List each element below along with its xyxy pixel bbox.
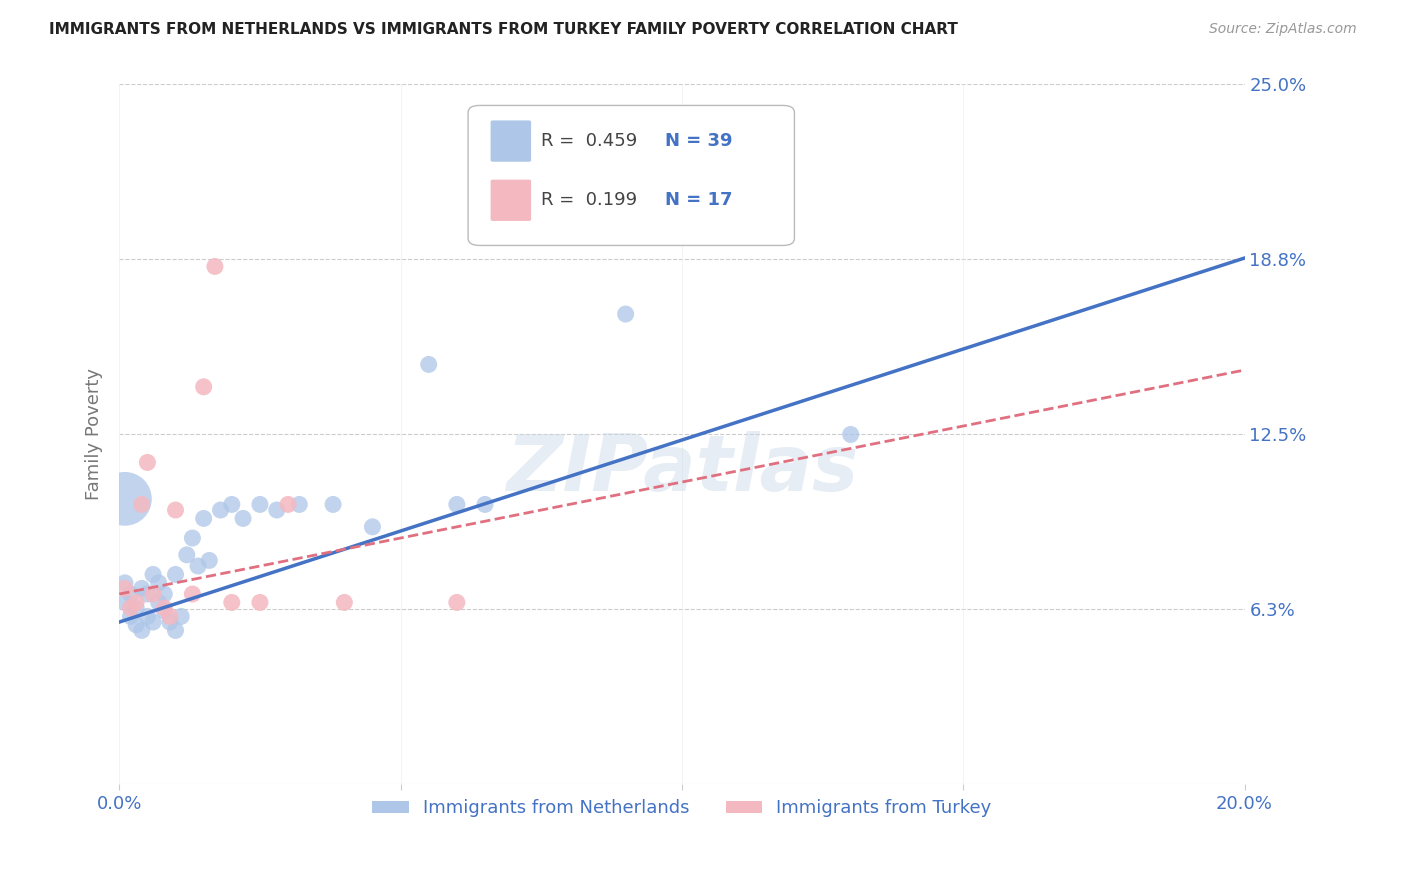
Point (153, 601, 176, 615)
Point (142, 615, 165, 629)
Point (153, 587, 176, 601)
Point (159, 609, 181, 624)
Point (474, 498, 496, 512)
Point (153, 604, 176, 618)
Point (165, 624, 187, 638)
Point (232, 511, 254, 525)
Point (446, 498, 468, 512)
Point (288, 498, 311, 512)
Point (131, 624, 153, 638)
Point (266, 503, 288, 517)
Point (277, 498, 299, 512)
Point (418, 358, 440, 372)
Point (187, 559, 209, 574)
Point (198, 553, 221, 567)
Point (193, 380, 215, 394)
Point (148, 575, 170, 590)
Text: Source: ZipAtlas.com: Source: ZipAtlas.com (1209, 22, 1357, 37)
Point (333, 595, 356, 609)
Point (142, 567, 165, 582)
Point (221, 498, 243, 512)
Point (131, 498, 153, 512)
Point (181, 531, 204, 545)
Y-axis label: Family Poverty: Family Poverty (86, 368, 103, 500)
Text: N = 39: N = 39 (665, 132, 733, 150)
Legend: Immigrants from Netherlands, Immigrants from Turkey: Immigrants from Netherlands, Immigrants … (366, 792, 998, 824)
Text: R =  0.459: R = 0.459 (541, 132, 637, 150)
Point (114, 491, 136, 506)
Point (221, 595, 243, 609)
Point (136, 587, 159, 601)
Point (839, 427, 862, 442)
FancyBboxPatch shape (491, 179, 531, 221)
Point (159, 615, 181, 629)
Text: N = 17: N = 17 (665, 191, 733, 209)
Point (249, 498, 271, 512)
Point (361, 520, 384, 534)
Point (176, 548, 198, 562)
Text: R =  0.199: R = 0.199 (541, 191, 637, 209)
Point (614, 307, 637, 321)
Point (209, 503, 232, 517)
Point (446, 595, 468, 609)
Point (142, 587, 165, 601)
Point (148, 595, 170, 609)
Point (204, 260, 226, 274)
Point (125, 601, 148, 615)
Point (120, 609, 142, 624)
Point (125, 595, 148, 609)
Point (165, 567, 187, 582)
Point (249, 595, 271, 609)
Point (114, 595, 136, 609)
Point (136, 609, 159, 624)
Text: IMMIGRANTS FROM NETHERLANDS VS IMMIGRANTS FROM TURKEY FAMILY POVERTY CORRELATION: IMMIGRANTS FROM NETHERLANDS VS IMMIGRANT… (49, 22, 957, 37)
FancyBboxPatch shape (491, 120, 531, 161)
Text: ZIPatlas: ZIPatlas (506, 432, 858, 508)
Point (120, 601, 142, 615)
Point (114, 582, 136, 596)
Point (170, 609, 193, 624)
Point (131, 582, 153, 596)
Point (165, 503, 187, 517)
Point (136, 455, 159, 469)
Point (193, 511, 215, 525)
Point (322, 498, 344, 512)
Point (125, 617, 148, 632)
Point (181, 587, 204, 601)
Point (120, 587, 142, 601)
FancyBboxPatch shape (468, 105, 794, 245)
Point (114, 575, 136, 590)
